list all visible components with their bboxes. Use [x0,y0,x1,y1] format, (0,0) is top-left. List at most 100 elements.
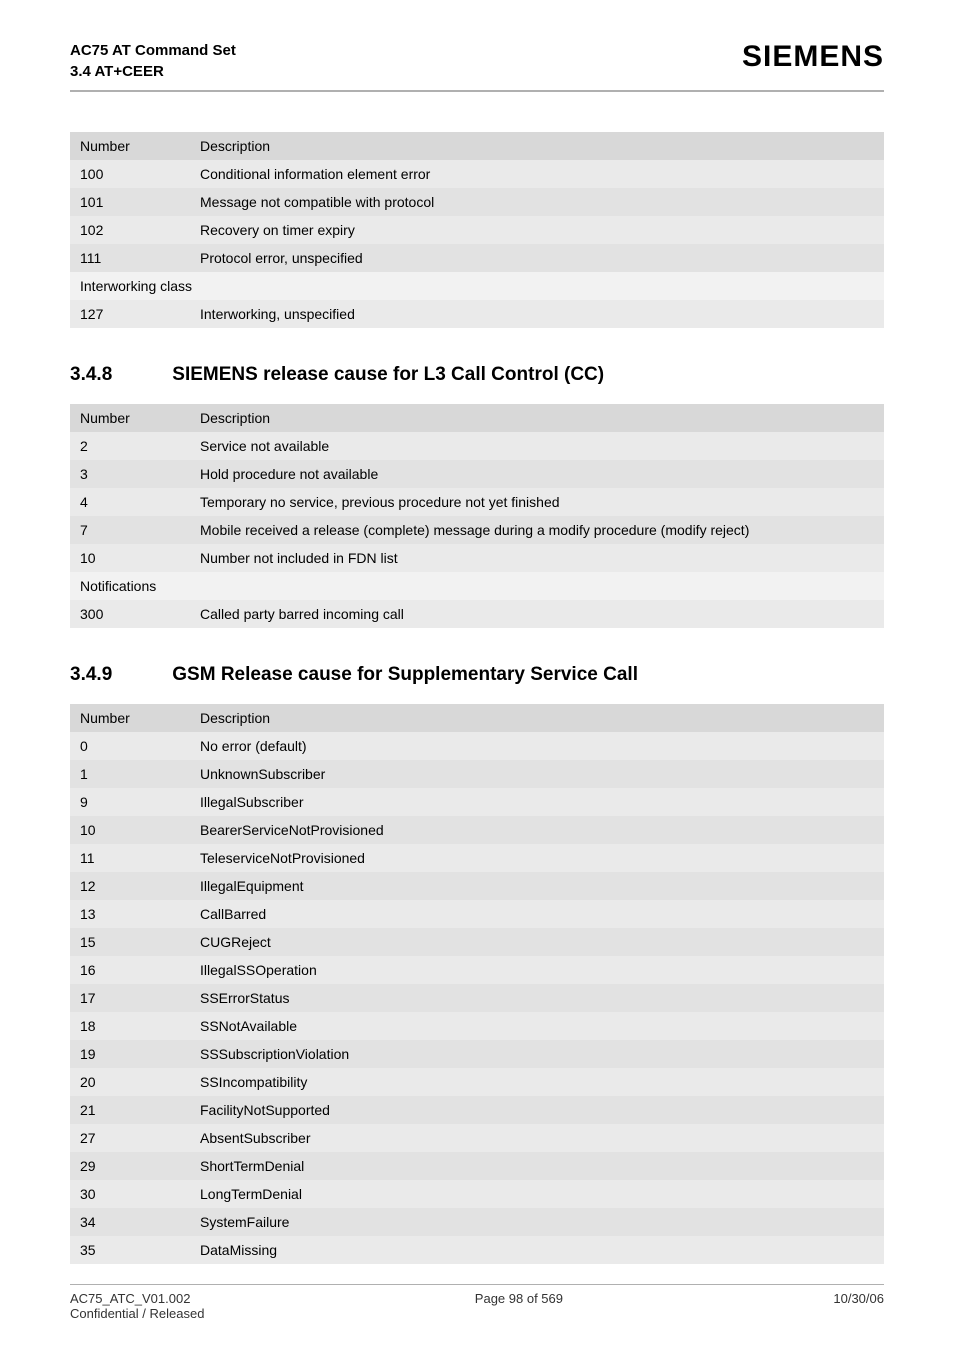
section-title-text: SIEMENS release cause for L3 Call Contro… [172,364,604,385]
cell-desc: BearerServiceNotProvisioned [190,816,884,844]
cell-number: 29 [70,1152,190,1180]
header-left: AC75 AT Command Set 3.4 AT+CEER [70,40,236,82]
table-row: 3Hold procedure not available [70,460,884,488]
cell-desc: Number not included in FDN list [190,544,884,572]
cell-number: 27 [70,1124,190,1152]
page: AC75 AT Command Set 3.4 AT+CEER SIEMENS … [0,0,954,1351]
cell-desc: CUGReject [190,928,884,956]
cell-desc: Mobile received a release (complete) mes… [190,516,884,544]
table-subheader: Notifications [70,572,884,600]
cell-desc: IllegalSubscriber [190,788,884,816]
table-row: 16IllegalSSOperation [70,956,884,984]
cell-number: 10 [70,544,190,572]
cell-number: 34 [70,1208,190,1236]
cell-number: 12 [70,872,190,900]
table-row: 19SSSubscriptionViolation [70,1040,884,1068]
table-row: 13CallBarred [70,900,884,928]
table-row: 9IllegalSubscriber [70,788,884,816]
cell-desc: Conditional information element error [190,160,884,188]
cell-desc: SSIncompatibility [190,1068,884,1096]
footer-rule [70,1284,884,1285]
cell-number: 13 [70,900,190,928]
col-number: Number [70,132,190,160]
footer-confidential: Confidential / Released [70,1306,204,1321]
footer-page: Page 98 of 569 [475,1291,563,1321]
cell-number: 101 [70,188,190,216]
cell-number: 11 [70,844,190,872]
table-row: 4Temporary no service, previous procedur… [70,488,884,516]
page-header: AC75 AT Command Set 3.4 AT+CEER SIEMENS [70,40,884,82]
cell-number: 9 [70,788,190,816]
footer-version: AC75_ATC_V01.002 [70,1291,204,1306]
cell-desc: TeleserviceNotProvisioned [190,844,884,872]
cell-desc: Interworking, unspecified [190,300,884,328]
table-row: 30LongTermDenial [70,1180,884,1208]
interworking-table: Number Description 100Conditional inform… [70,132,884,328]
cell-number: 20 [70,1068,190,1096]
col-number: Number [70,404,190,432]
footer-left: AC75_ATC_V01.002 Confidential / Released [70,1291,204,1321]
cell-number: 10 [70,816,190,844]
cell-number: 102 [70,216,190,244]
cell-number: 100 [70,160,190,188]
cell-desc: No error (default) [190,732,884,760]
cell-desc: Message not compatible with protocol [190,188,884,216]
cell-desc: Hold procedure not available [190,460,884,488]
doc-section: 3.4 AT+CEER [70,61,236,82]
cell-number: 0 [70,732,190,760]
cell-desc: LongTermDenial [190,1180,884,1208]
table-row: 10BearerServiceNotProvisioned [70,816,884,844]
cell-desc: SystemFailure [190,1208,884,1236]
table-row: 102Recovery on timer expiry [70,216,884,244]
table-row: 101Message not compatible with protocol [70,188,884,216]
cell-number: 2 [70,432,190,460]
header-rule [70,90,884,92]
cell-number: 16 [70,956,190,984]
cell-number: 3 [70,460,190,488]
cell-desc: Service not available [190,432,884,460]
cell-desc: SSNotAvailable [190,1012,884,1040]
cell-desc: AbsentSubscriber [190,1124,884,1152]
table-row: 100Conditional information element error [70,160,884,188]
section-348-heading: 3.4.8SIEMENS release cause for L3 Call C… [70,364,884,386]
cell-desc: Called party barred incoming call [190,600,884,628]
table-row: 300Called party barred incoming call [70,600,884,628]
cell-desc: Temporary no service, previous procedure… [190,488,884,516]
cell-number: 4 [70,488,190,516]
col-description: Description [190,404,884,432]
cell-number: 15 [70,928,190,956]
section-349-heading: 3.4.9 GSM Release cause for Supplementary… [70,664,884,686]
page-footer: AC75_ATC_V01.002 Confidential / Released… [70,1284,884,1321]
cell-number: 30 [70,1180,190,1208]
table-row: 18SSNotAvailable [70,1012,884,1040]
section-title-text: GSM Release cause for Supplementary Serv… [172,664,638,685]
cell-desc: FacilityNotSupported [190,1096,884,1124]
col-number: Number [70,704,190,732]
subheader-label: Notifications [70,572,884,600]
cell-desc: IllegalSSOperation [190,956,884,984]
table-row: 29ShortTermDenial [70,1152,884,1180]
cell-number: 35 [70,1236,190,1264]
cell-number: 1 [70,760,190,788]
col-description: Description [190,704,884,732]
subheader-label: Interworking class [70,272,884,300]
table-row: 127Interworking, unspecified [70,300,884,328]
table-row: 11TeleserviceNotProvisioned [70,844,884,872]
section-number: 3.4.9 [70,664,112,686]
supp-service-table: Number Description 0No error (default) 1… [70,704,884,1264]
cell-desc: Recovery on timer expiry [190,216,884,244]
table-row: 34SystemFailure [70,1208,884,1236]
cell-desc: SSErrorStatus [190,984,884,1012]
cell-number: 127 [70,300,190,328]
cell-number: 19 [70,1040,190,1068]
cell-number: 17 [70,984,190,1012]
col-description: Description [190,132,884,160]
table-subheader: Interworking class [70,272,884,300]
table-row: 10Number not included in FDN list [70,544,884,572]
l3-cc-table: Number Description 2Service not availabl… [70,404,884,628]
footer-date: 10/30/06 [833,1291,884,1321]
table-row: 111Protocol error, unspecified [70,244,884,272]
siemens-logo: SIEMENS [742,40,884,74]
table-row: 35DataMissing [70,1236,884,1264]
doc-title: AC75 AT Command Set [70,40,236,61]
